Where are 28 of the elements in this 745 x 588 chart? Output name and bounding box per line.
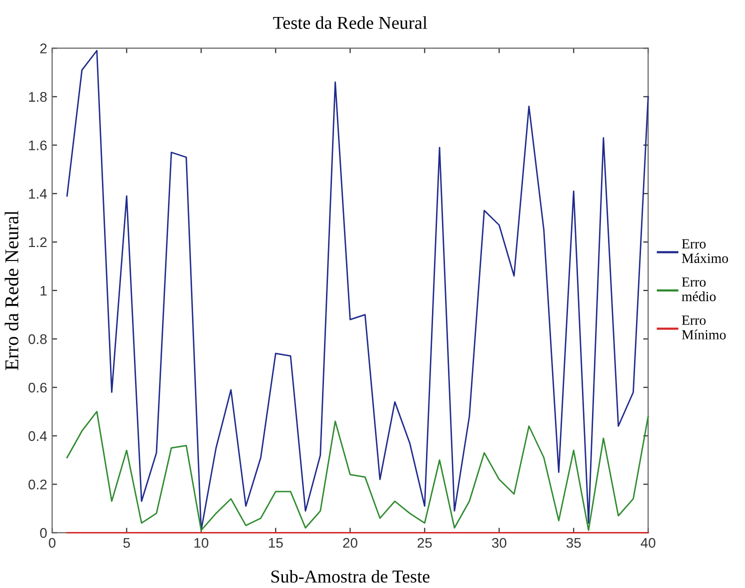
x-axis-title: Sub-Amostra de Teste	[271, 570, 430, 583]
line-series	[66, 410, 649, 531]
y-tick-label: 2	[40, 44, 47, 54]
x-tick-label: 35	[566, 538, 581, 548]
legend-label: Erro Mínimo	[682, 316, 726, 340]
y-tick-label: 0.6	[28, 382, 47, 393]
x-tick-label: 0	[48, 538, 56, 548]
x-tick-label: 10	[194, 538, 208, 548]
chart-title: Teste da Rede Neural	[273, 16, 428, 29]
y-tick-label: 1.8	[29, 92, 47, 102]
legend-label: Erro Máximo	[682, 239, 728, 263]
x-tick-label: 40	[640, 538, 656, 548]
y-tick-label: 0.4	[28, 431, 47, 441]
y-tick-label: 1.4	[29, 189, 47, 199]
x-tick-label: 15	[268, 538, 283, 548]
y-tick-label: 1.2	[29, 237, 47, 248]
x-tick-label: 5	[123, 538, 130, 548]
y-tick-label: 1.6	[29, 140, 47, 150]
y-axis-title: Erro da Rede Neural	[4, 210, 18, 370]
x-tick-label: 25	[418, 538, 432, 548]
legend-label: Erro médio	[682, 277, 716, 302]
y-tick-label: 0	[40, 528, 47, 538]
y-tick-label: 0.8	[28, 334, 47, 344]
y-tick-label: 1	[40, 286, 47, 296]
x-tick-label: 30	[492, 538, 506, 548]
line-series	[66, 50, 649, 531]
y-tick-label: 0.2	[28, 480, 47, 490]
x-tick-label: 20	[343, 538, 358, 548]
